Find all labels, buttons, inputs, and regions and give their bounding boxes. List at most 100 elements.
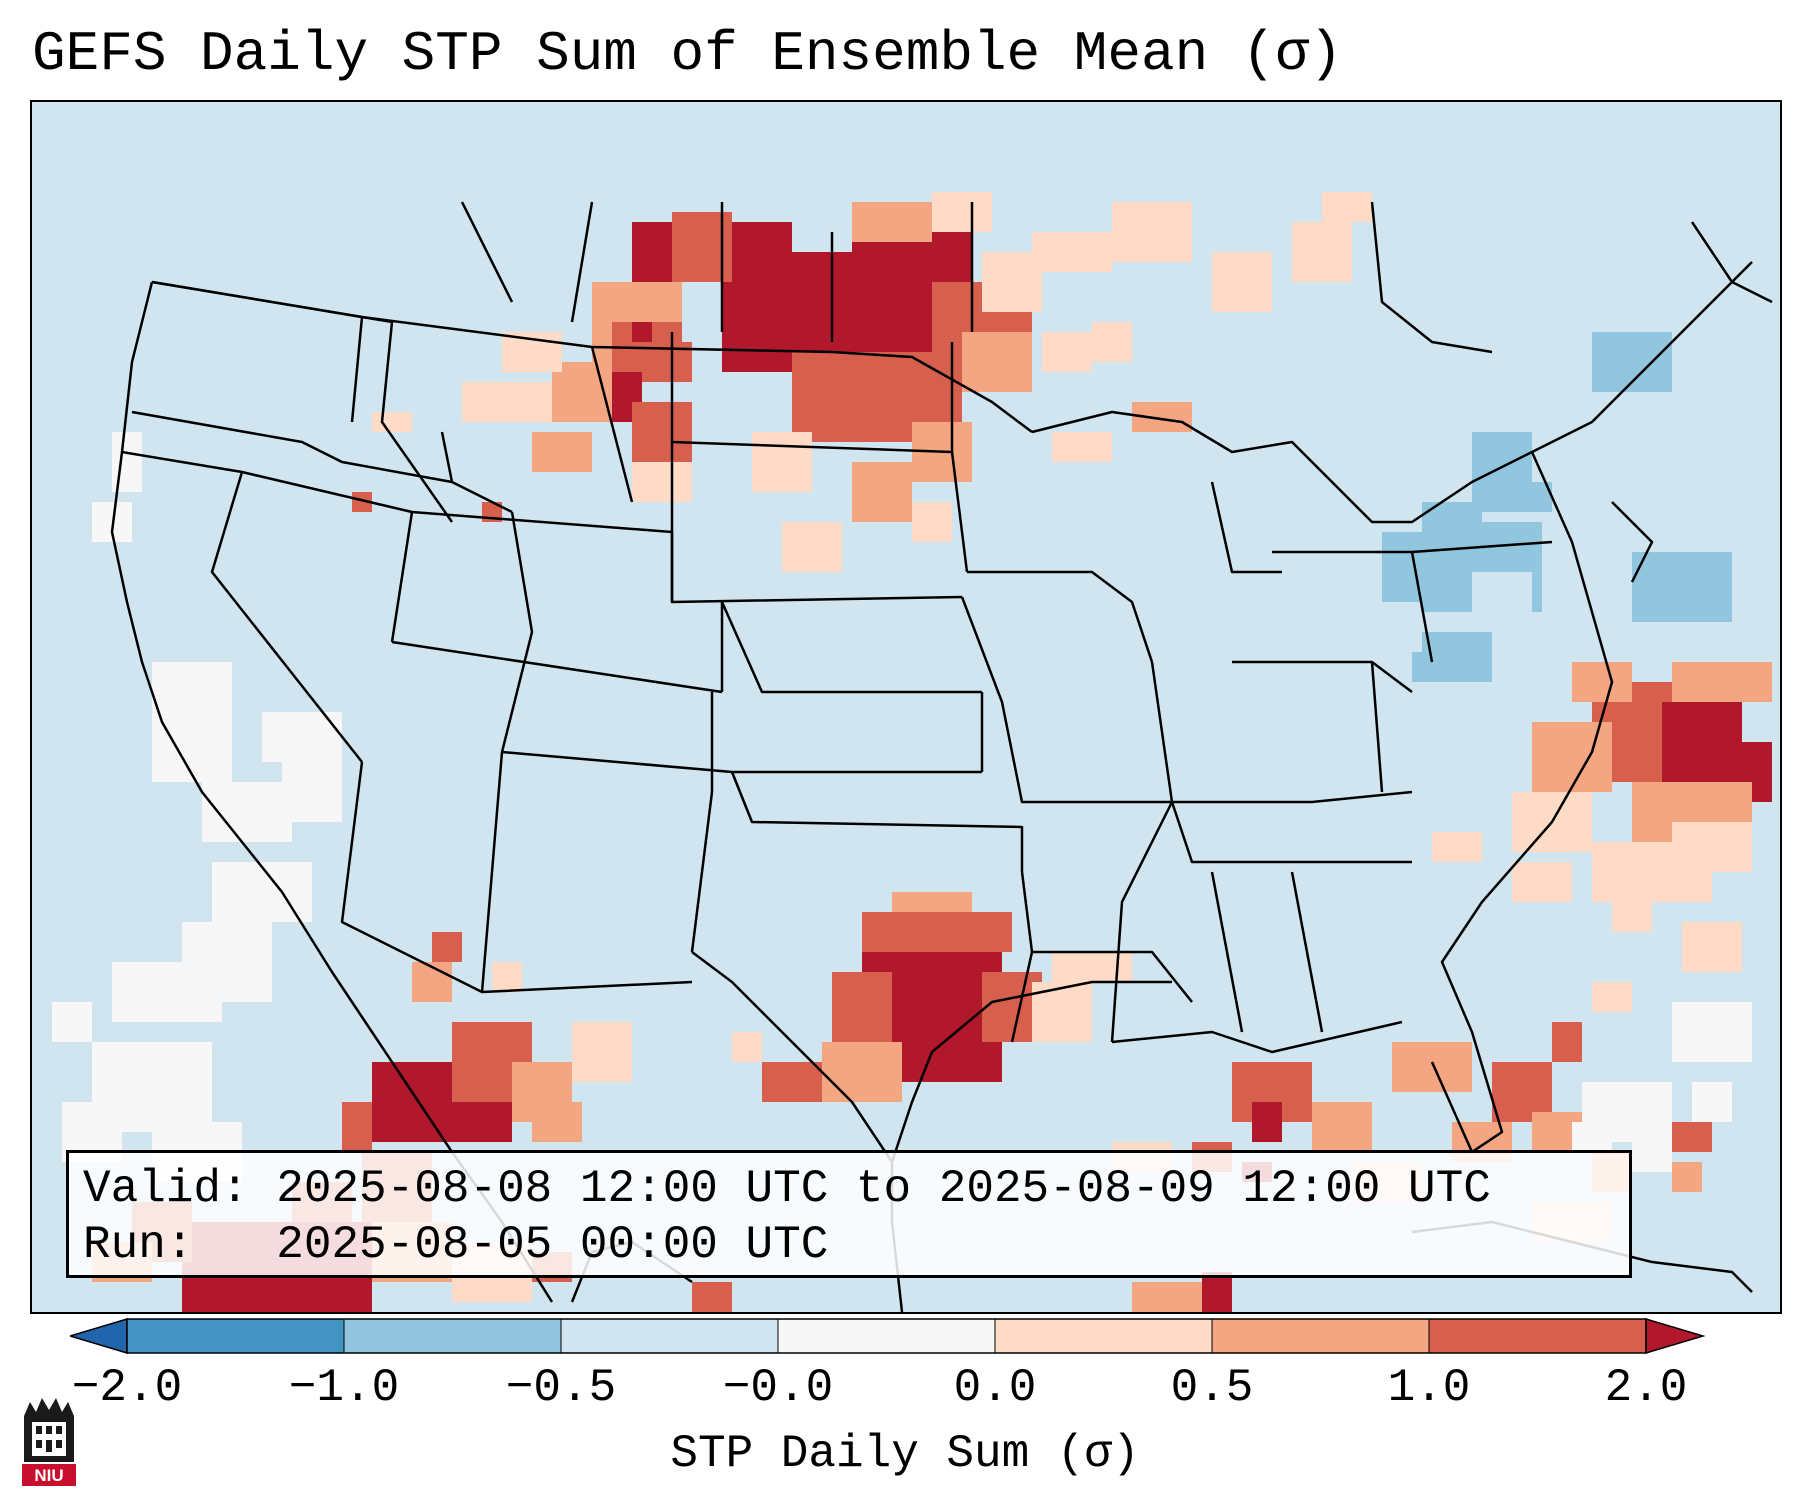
- border-line: [720, 601, 982, 694]
- stp-cell: [1202, 1272, 1232, 1312]
- stp-cell: [1432, 832, 1482, 862]
- border-line: [210, 471, 363, 763]
- border-line: [950, 342, 969, 573]
- colorbar-tick-label: 2.0: [1604, 1362, 1688, 1414]
- border-line: [480, 751, 693, 994]
- border-line: [340, 761, 483, 994]
- stp-cell: [1252, 1102, 1282, 1142]
- colorbar: [70, 1318, 1706, 1354]
- stp-cell: [1312, 1102, 1372, 1152]
- stp-cell: [202, 962, 242, 1002]
- svg-text:NIU: NIU: [34, 1466, 63, 1485]
- stp-cell: [1052, 952, 1132, 982]
- border-line: [1370, 661, 1384, 793]
- stp-cell: [282, 752, 342, 822]
- stp-cell: [1092, 322, 1132, 362]
- stp-cell: [1212, 252, 1272, 312]
- stp-cell: [1672, 662, 1772, 702]
- stp-cell: [1672, 1162, 1702, 1192]
- border-line: [131, 410, 513, 514]
- border-line: [1690, 221, 1773, 304]
- border-line: [390, 511, 414, 643]
- stp-cell: [912, 502, 952, 542]
- border-line: [960, 596, 1152, 804]
- colorbar-segment: [778, 1319, 995, 1353]
- stp-cell: [892, 892, 972, 912]
- stp-cell: [1552, 272, 1632, 332]
- stp-cell: [692, 1282, 732, 1312]
- valid-time-text: Valid: 2025-08-08 12:00 UTC to 2025-08-0…: [83, 1163, 1491, 1215]
- stp-cell: [1572, 1122, 1612, 1152]
- border-line: [460, 201, 514, 303]
- stp-cell: [1532, 722, 1612, 792]
- stp-cell: [202, 782, 292, 842]
- stp-cell: [1512, 862, 1572, 902]
- colorbar-segment: [344, 1319, 561, 1353]
- stp-cell: [782, 522, 842, 572]
- colorbar-tick-label: −1.0: [288, 1362, 400, 1414]
- stp-cell: [1132, 1282, 1202, 1312]
- stp-cell: [1672, 1122, 1712, 1152]
- stp-cell: [1422, 502, 1482, 562]
- border-line: [967, 570, 1154, 663]
- border-line: [1410, 551, 1434, 663]
- stp-cell: [372, 412, 412, 432]
- stp-cell: [212, 862, 312, 922]
- border-line: [121, 450, 673, 534]
- stp-cell: [152, 662, 232, 782]
- border-line: [391, 640, 723, 694]
- colorbar-tick-label: 0.5: [1170, 1362, 1254, 1414]
- stp-cell: [532, 1102, 582, 1142]
- border-line: [1232, 660, 1413, 693]
- run-time-text: Run: 2025-08-05 00:00 UTC: [83, 1219, 829, 1271]
- stp-cell: [822, 1042, 902, 1102]
- stp-cell: [1362, 602, 1422, 652]
- stp-cell: [1682, 462, 1762, 512]
- stp-cell: [1632, 552, 1732, 622]
- stp-cell: [1392, 1042, 1472, 1092]
- stp-cell: [632, 402, 692, 462]
- border-line: [1111, 1020, 1403, 1054]
- stp-cell: [572, 1022, 632, 1082]
- colorbar-segment: [995, 1319, 1212, 1353]
- stp-cell: [1632, 1142, 1672, 1172]
- stp-cell: [112, 432, 142, 492]
- stp-cell: [1552, 1022, 1582, 1062]
- colorbar-over-arrow: [1645, 1318, 1706, 1354]
- stp-cell: [1472, 572, 1532, 632]
- stp-cell: [52, 1002, 92, 1042]
- stp-cell: [1052, 432, 1112, 462]
- stp-cell: [1672, 1002, 1752, 1062]
- stp-cell: [1592, 982, 1632, 1012]
- stp-cell: [412, 962, 452, 1002]
- valid-run-box: Valid: 2025-08-08 12:00 UTC to 2025-08-0…: [66, 1150, 1632, 1278]
- stp-cell: [832, 972, 892, 1052]
- border-line: [350, 316, 364, 423]
- border-line: [1110, 661, 1174, 1043]
- stp-cell: [962, 332, 1032, 392]
- border-line: [1290, 871, 1324, 1033]
- stp-cell: [452, 1102, 512, 1142]
- colorbar-segment: [561, 1319, 778, 1353]
- stp-cell: [1322, 192, 1372, 222]
- border-line: [590, 346, 634, 503]
- stp-cell: [1292, 222, 1352, 282]
- border-line: [730, 771, 1024, 872]
- border-line: [500, 511, 534, 753]
- stp-anomaly-cells: [52, 192, 1772, 1312]
- stp-cell: [932, 192, 992, 232]
- stp-cell: [1612, 902, 1652, 932]
- stp-cell: [372, 1062, 452, 1142]
- stp-cell: [1112, 202, 1192, 262]
- border-line: [1430, 451, 1614, 1154]
- state-borders: [110, 201, 1773, 1312]
- border-line: [1370, 201, 1493, 354]
- stp-cell: [852, 202, 932, 242]
- stp-cell: [342, 1102, 372, 1152]
- border-line: [1152, 790, 1413, 804]
- border-line: [1032, 950, 1193, 1003]
- stp-cell: [762, 1062, 822, 1102]
- colorbar-under-arrow: [70, 1318, 128, 1354]
- stp-cell: [1552, 482, 1612, 542]
- stp-cell: [462, 382, 552, 422]
